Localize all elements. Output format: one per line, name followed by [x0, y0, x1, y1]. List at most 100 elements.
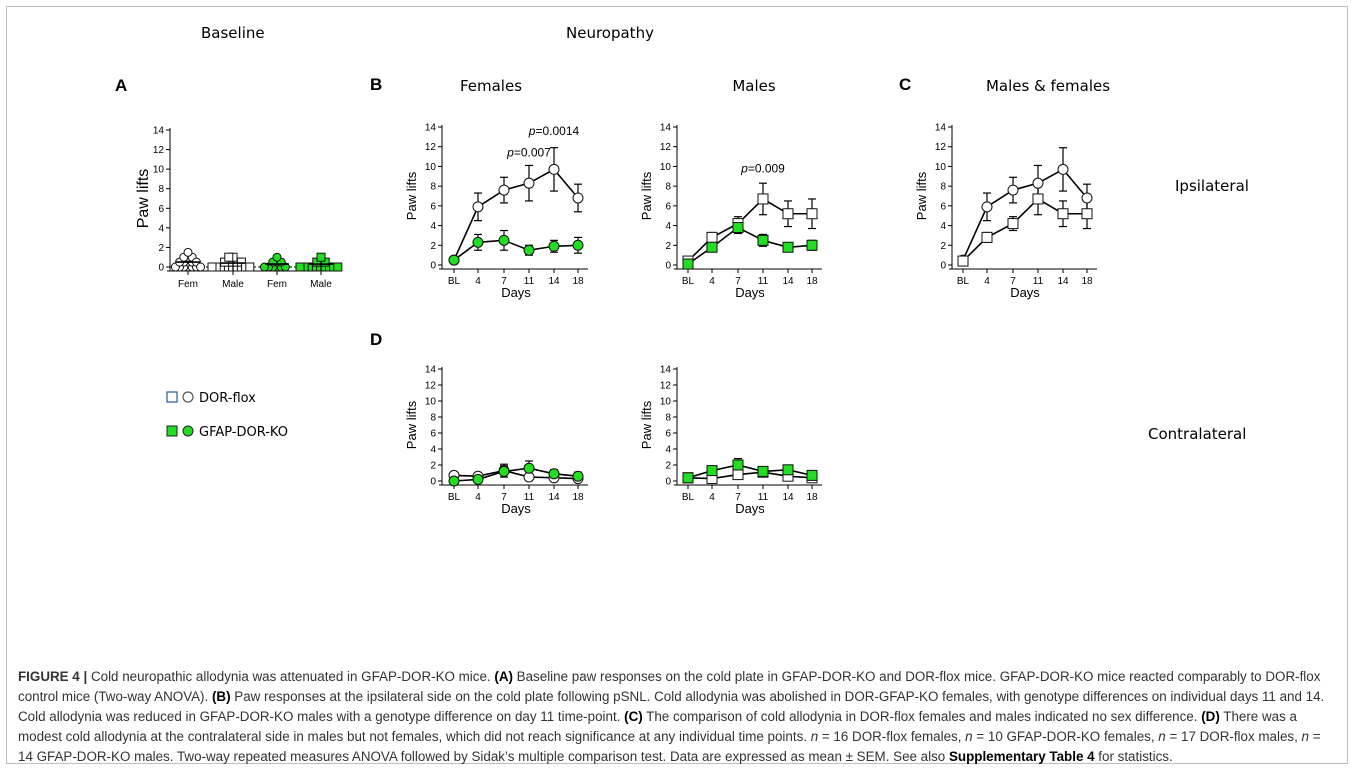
caption-text: = 14 GFAP-DOR-KO males. Two-way repeated… — [18, 729, 1321, 764]
data-point-s1-4 — [1057, 208, 1069, 220]
x-axis-label: Days — [501, 501, 531, 516]
chart-panel-b2: Males 0 2 4 6 8 10 12 14 BL 4 7 11 14 18 Days Paw lifts p… — [639, 77, 822, 300]
x-tick-label: Fem — [267, 279, 287, 290]
caption-n-symbol: n — [1158, 729, 1166, 744]
x-tick-label: 4 — [709, 276, 715, 287]
y-axis-label: Paw lifts — [404, 400, 419, 449]
data-point-s1-2 — [498, 234, 510, 246]
y-tick-label: 14 — [660, 365, 672, 376]
data-point-s1-4 — [782, 241, 794, 253]
x-tick-label: 4 — [475, 276, 481, 287]
x-tick-label: 7 — [735, 492, 741, 503]
y-tick-label: 4 — [430, 445, 436, 456]
data-point-s1-1 — [706, 241, 718, 253]
y-tick-label: 10 — [425, 162, 437, 173]
y-axis-label: Paw lifts — [135, 169, 152, 229]
x-tick-label: 18 — [1081, 276, 1093, 287]
data-point-s0-1 — [472, 201, 484, 213]
figure-caption: FIGURE 4 | Cold neuropathic allodynia wa… — [18, 667, 1334, 767]
y-tick-label: 10 — [660, 162, 672, 173]
data-point-s1-5 — [572, 239, 584, 251]
data-point-s0-2 — [1007, 184, 1019, 196]
y-tick-label: 12 — [935, 142, 947, 153]
data-point-s1-2 — [732, 222, 744, 234]
chart-title: Females — [460, 77, 522, 95]
y-tick-label: 6 — [430, 429, 436, 440]
x-tick-label: 14 — [548, 492, 560, 503]
legend-flox-square-icon — [166, 391, 178, 403]
data-point-s1-0 — [957, 255, 969, 267]
x-tick-label: 7 — [1010, 276, 1016, 287]
y-tick-label: 8 — [665, 182, 671, 193]
data-point-3-9 — [316, 252, 326, 262]
y-tick-label: 0 — [430, 261, 436, 272]
y-tick-label: 14 — [660, 123, 672, 134]
y-tick-label: 0 — [430, 477, 436, 488]
y-tick-label: 6 — [665, 429, 671, 440]
y-tick-label: 2 — [430, 461, 436, 472]
x-tick-label: BL — [682, 492, 695, 503]
data-point-s0-4 — [782, 208, 794, 220]
data-point-s1-4 — [548, 468, 560, 480]
data-point-s0-3 — [757, 193, 769, 205]
data-point-s1-3 — [523, 462, 535, 474]
x-tick-label: 7 — [735, 276, 741, 287]
y-axis-label: Paw lifts — [914, 171, 929, 220]
y-tick-label: 0 — [158, 263, 164, 274]
y-tick-label: 2 — [158, 243, 164, 254]
y-axis-label: Paw lifts — [639, 171, 654, 220]
x-axis-label: Days — [1010, 285, 1040, 300]
x-tick-label: 14 — [782, 276, 794, 287]
panel-label: C — [899, 75, 911, 94]
x-axis-label: Days — [735, 285, 765, 300]
caption-n-symbol: n — [1301, 729, 1309, 744]
data-point-s0-3 — [1032, 177, 1044, 189]
legend-ko-circle-icon — [182, 425, 194, 437]
annotation-1: p=0.0014 — [528, 124, 580, 138]
data-point-s1-1 — [981, 231, 993, 243]
caption-ref-d: (D) — [1201, 709, 1220, 724]
data-point-s0-5 — [572, 192, 584, 204]
x-tick-label: 11 — [524, 492, 535, 503]
x-tick-label: 11 — [758, 276, 769, 287]
data-point-s0-4 — [548, 163, 560, 175]
x-tick-label: 4 — [475, 492, 481, 503]
caption-ref-b: (B) — [211, 689, 231, 704]
caption-text: Baseline paw responses on the cold plate… — [18, 669, 1321, 704]
data-point-2-8 — [272, 252, 282, 262]
data-point-s1-5 — [572, 470, 584, 482]
series-line-0 — [453, 168, 579, 261]
data-point-s1-3 — [757, 234, 769, 246]
x-tick-label: Fem — [178, 279, 198, 290]
data-point-2-9 — [259, 262, 269, 272]
legend-flox-circle-icon — [182, 391, 194, 403]
y-tick-label: 2 — [940, 241, 946, 252]
caption-supplementary-link[interactable]: Supplementary Table 4 — [948, 749, 1095, 764]
data-point-s1-1 — [706, 465, 718, 477]
y-tick-label: 6 — [940, 201, 946, 212]
x-tick-label: 18 — [572, 492, 584, 503]
data-point-s1-2 — [498, 465, 510, 477]
heading-contralateral: Contralateral — [1148, 425, 1246, 443]
x-tick-label: 11 — [1033, 276, 1044, 287]
caption-ref-a: (A) — [494, 669, 513, 684]
chart-title: Males & females — [986, 77, 1110, 95]
data-point-0-13 — [183, 247, 193, 257]
data-point-s0-1 — [981, 201, 993, 213]
x-tick-label: Male — [310, 279, 332, 290]
data-point-s1-1 — [472, 236, 484, 248]
caption-n-symbol: n — [965, 729, 973, 744]
y-tick-label: 8 — [940, 182, 946, 193]
caption-text: There was a modest cold allodynia at the… — [18, 709, 1297, 744]
x-tick-label: 18 — [806, 492, 818, 503]
data-point-s1-2 — [732, 459, 744, 471]
chart-panel-c: C Males & females 0 2 4 6 8 10 12 14 BL 4 7 11 14 18 Day… — [899, 75, 1110, 300]
chart-panel-b1: B Females 0 2 4 6 8 10 12 14 BL 4 7 11 14 18 Days Paw lif… — [370, 75, 588, 300]
data-point-s0-5 — [806, 208, 818, 220]
y-tick-label: 2 — [665, 241, 671, 252]
data-point-s1-3 — [1032, 193, 1044, 205]
x-tick-label: 4 — [984, 276, 990, 287]
caption-figure-label: FIGURE 4 | — [18, 669, 91, 684]
y-tick-label: 8 — [430, 182, 436, 193]
data-point-s1-0 — [682, 258, 694, 270]
